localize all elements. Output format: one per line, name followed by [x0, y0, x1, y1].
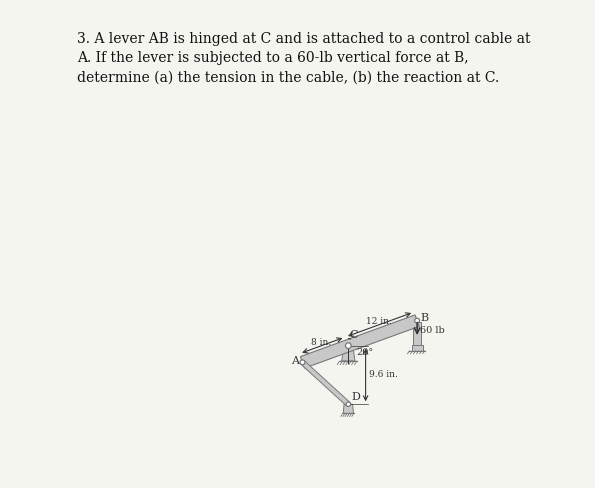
Polygon shape	[414, 322, 421, 345]
Text: 3. A lever AB is hinged at C and is attached to a control cable at
A. If the lev: 3. A lever AB is hinged at C and is atta…	[77, 32, 531, 85]
Text: 8 in.: 8 in.	[311, 338, 331, 347]
Polygon shape	[343, 404, 353, 413]
Polygon shape	[342, 350, 355, 361]
Polygon shape	[301, 361, 350, 406]
Polygon shape	[300, 315, 419, 368]
Text: B: B	[421, 313, 429, 323]
Text: 20°: 20°	[357, 348, 374, 357]
Circle shape	[346, 343, 351, 348]
Text: A: A	[291, 356, 299, 366]
Circle shape	[415, 318, 419, 323]
Circle shape	[346, 402, 350, 407]
Text: 60 lb: 60 lb	[419, 325, 444, 335]
Text: C: C	[349, 330, 358, 340]
Text: D: D	[352, 392, 360, 402]
Text: 12 in.: 12 in.	[365, 317, 392, 326]
Bar	[412, 345, 422, 351]
Text: 9.6 in.: 9.6 in.	[369, 370, 398, 380]
Circle shape	[300, 360, 305, 365]
